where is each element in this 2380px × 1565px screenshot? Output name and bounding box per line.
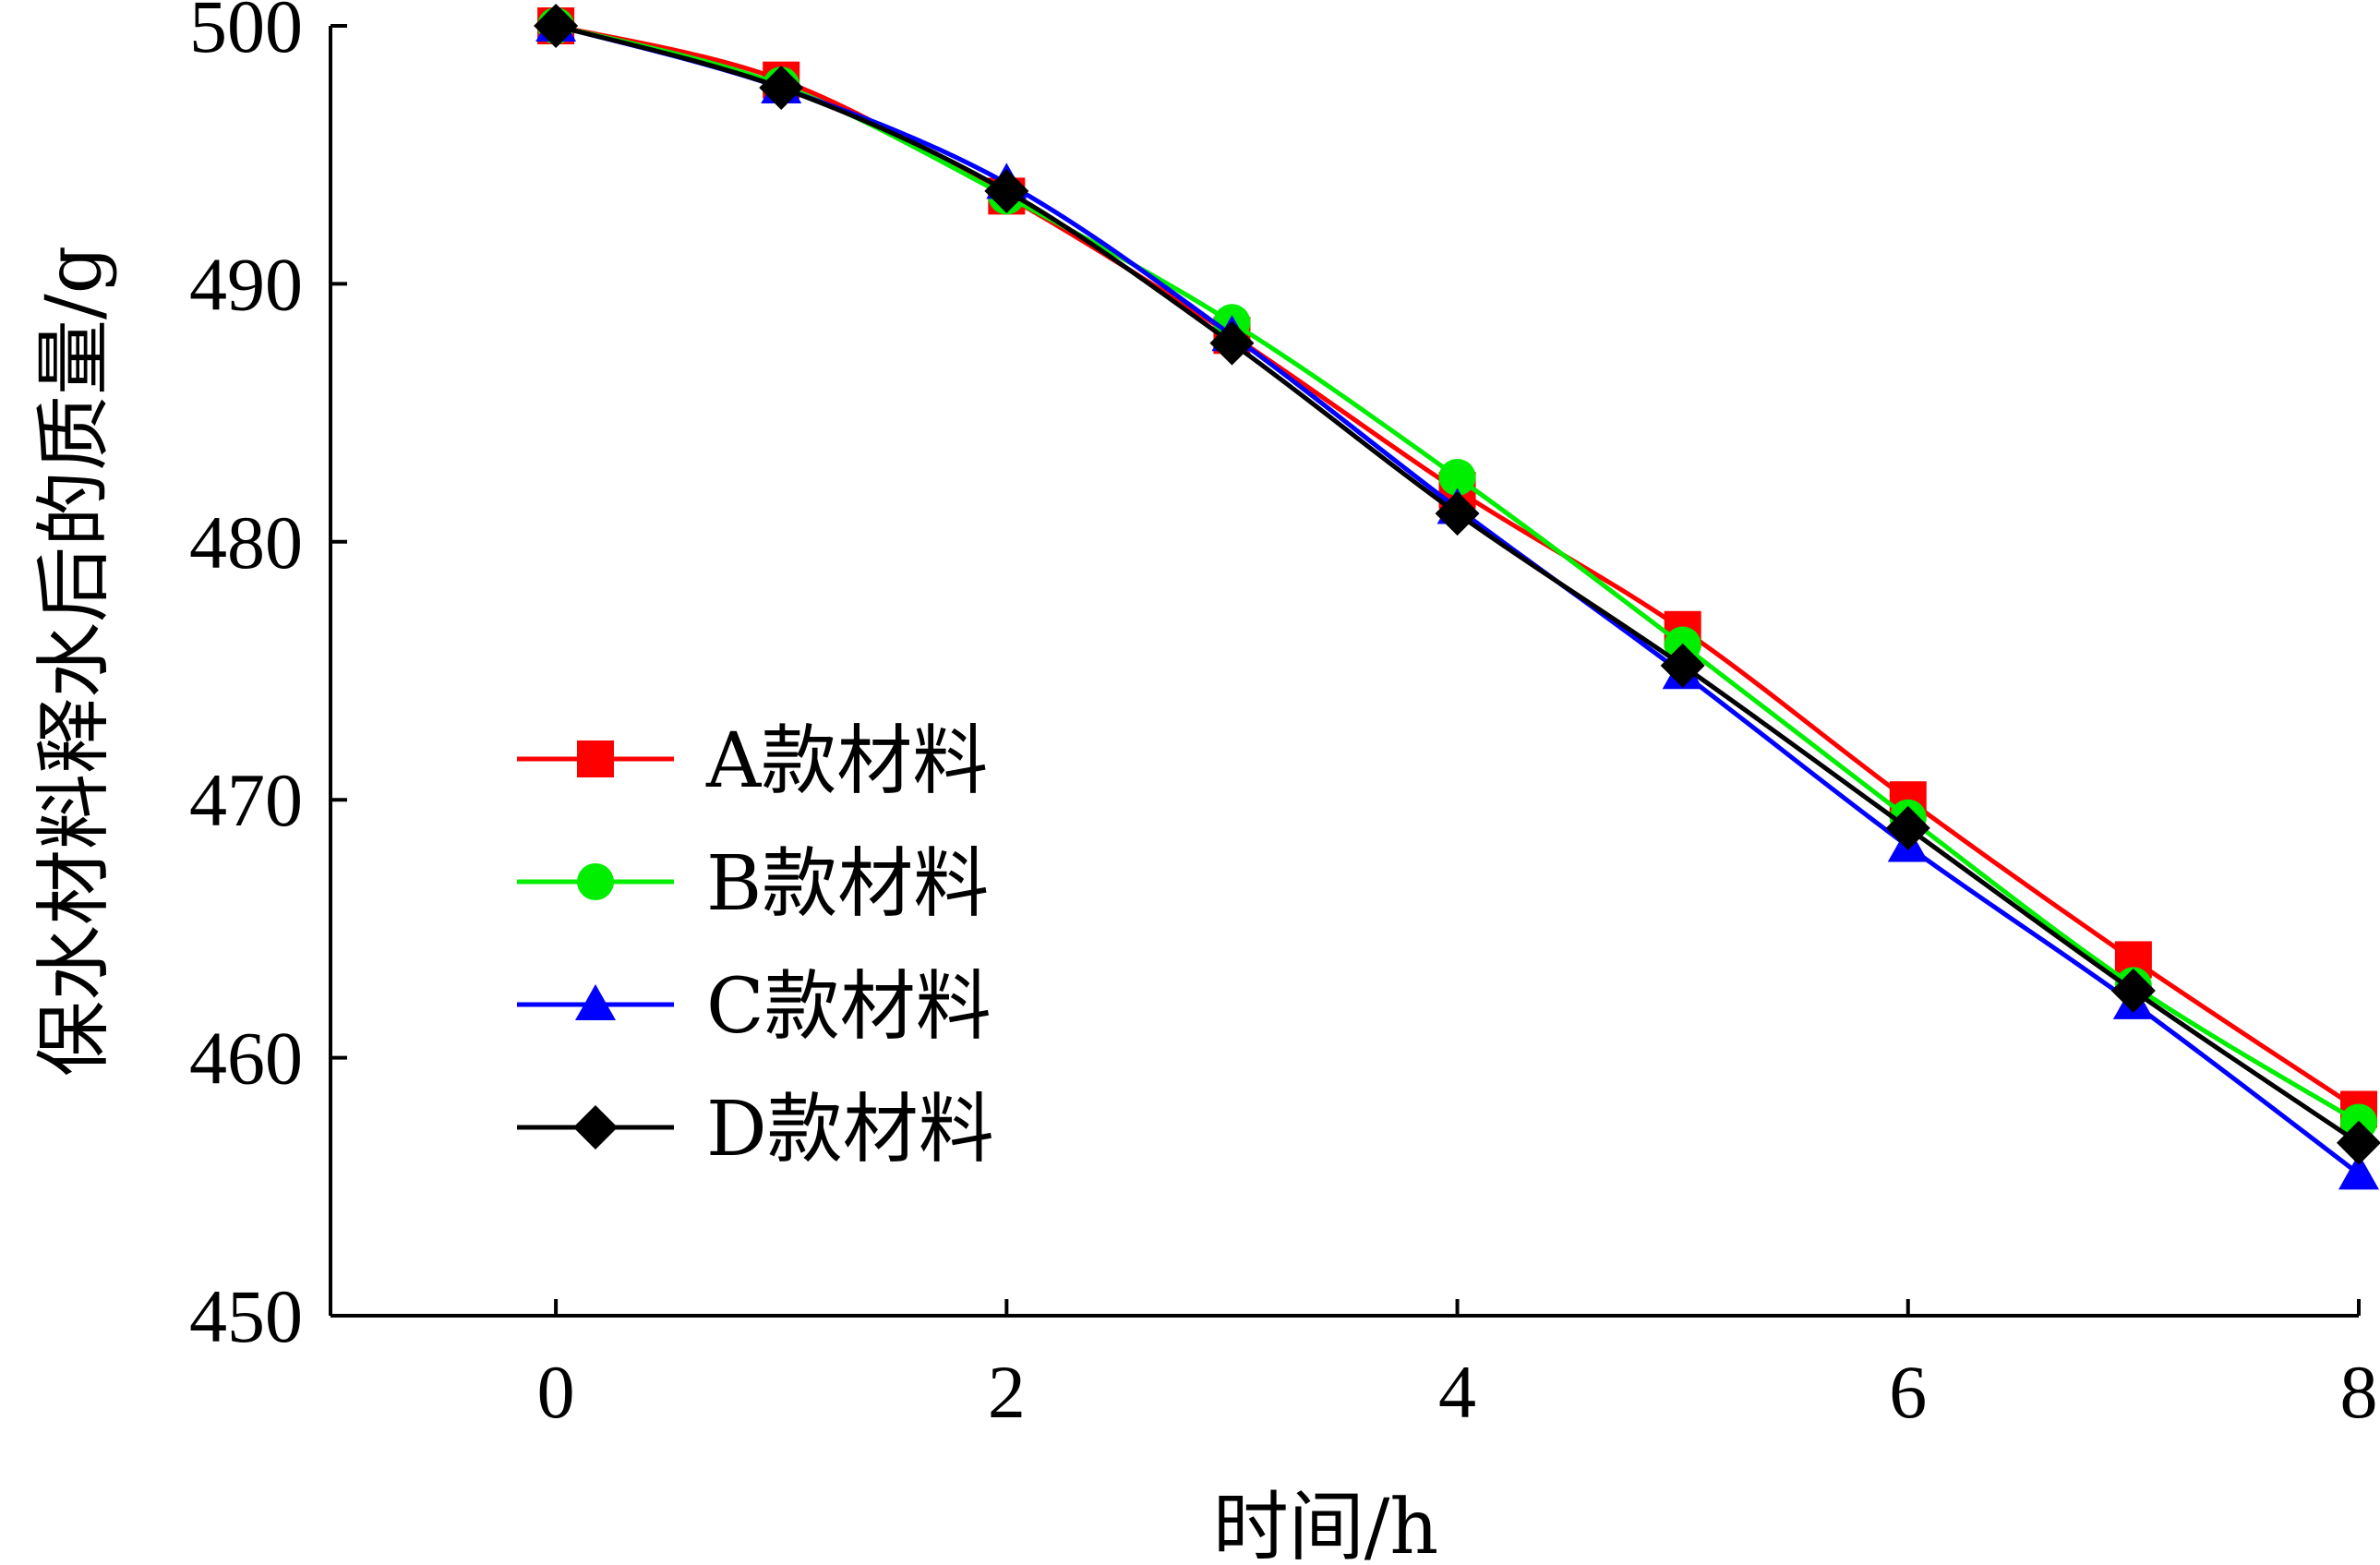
x-tick-label: 0 — [537, 1350, 575, 1434]
y-tick-label: 450 — [189, 1274, 303, 1358]
series-line — [555, 23, 2361, 1112]
legend-marker — [573, 1105, 618, 1150]
legend-marker — [575, 984, 616, 1020]
data-point — [984, 168, 1029, 213]
ticks: 450 460 470 480 490 500 0 2 4 6 8 — [189, 0, 2378, 1434]
y-tick-label: 480 — [189, 500, 303, 584]
legend-marker — [577, 740, 614, 777]
x-tick-label: 6 — [1889, 1350, 1927, 1434]
series-1 — [537, 7, 2377, 1128]
data-point — [759, 66, 804, 111]
data-point — [1885, 805, 1930, 850]
series-layer — [534, 4, 2380, 1190]
legend: A款材料 B款材料 C款材料 D款材料 — [517, 717, 994, 1174]
data-point — [1660, 643, 1705, 688]
legend-item: B款材料 — [517, 840, 989, 928]
data-point — [1438, 458, 1476, 496]
axes — [329, 26, 2359, 1318]
legend-item: D款材料 — [517, 1086, 994, 1174]
legend-label: A款材料 — [705, 717, 988, 805]
y-tick-label: 490 — [189, 242, 303, 326]
series-4 — [534, 4, 2380, 1165]
legend-marker — [577, 863, 614, 900]
legend-label: D款材料 — [706, 1086, 994, 1174]
x-axis-title: 时间/h — [1213, 1484, 1438, 1565]
y-tick-label: 460 — [189, 1017, 303, 1101]
data-point — [2337, 1120, 2380, 1165]
legend-label: C款材料 — [706, 963, 992, 1051]
data-point — [1435, 491, 1480, 536]
y-axis-title: 保水材料释水后的质量/g — [30, 246, 118, 1077]
legend-item: A款材料 — [517, 717, 988, 805]
data-point — [1209, 320, 1255, 366]
data-point — [2338, 1153, 2379, 1190]
x-tick-label: 2 — [988, 1350, 1026, 1434]
y-tick-label: 470 — [189, 758, 303, 842]
data-point — [534, 4, 579, 48]
x-tick-label: 4 — [1438, 1350, 1476, 1434]
x-tick-label: 8 — [2340, 1350, 2378, 1434]
y-tick-label: 500 — [189, 0, 303, 68]
legend-item: C款材料 — [517, 963, 992, 1051]
legend-label: B款材料 — [706, 840, 989, 928]
data-point — [2110, 968, 2156, 1013]
